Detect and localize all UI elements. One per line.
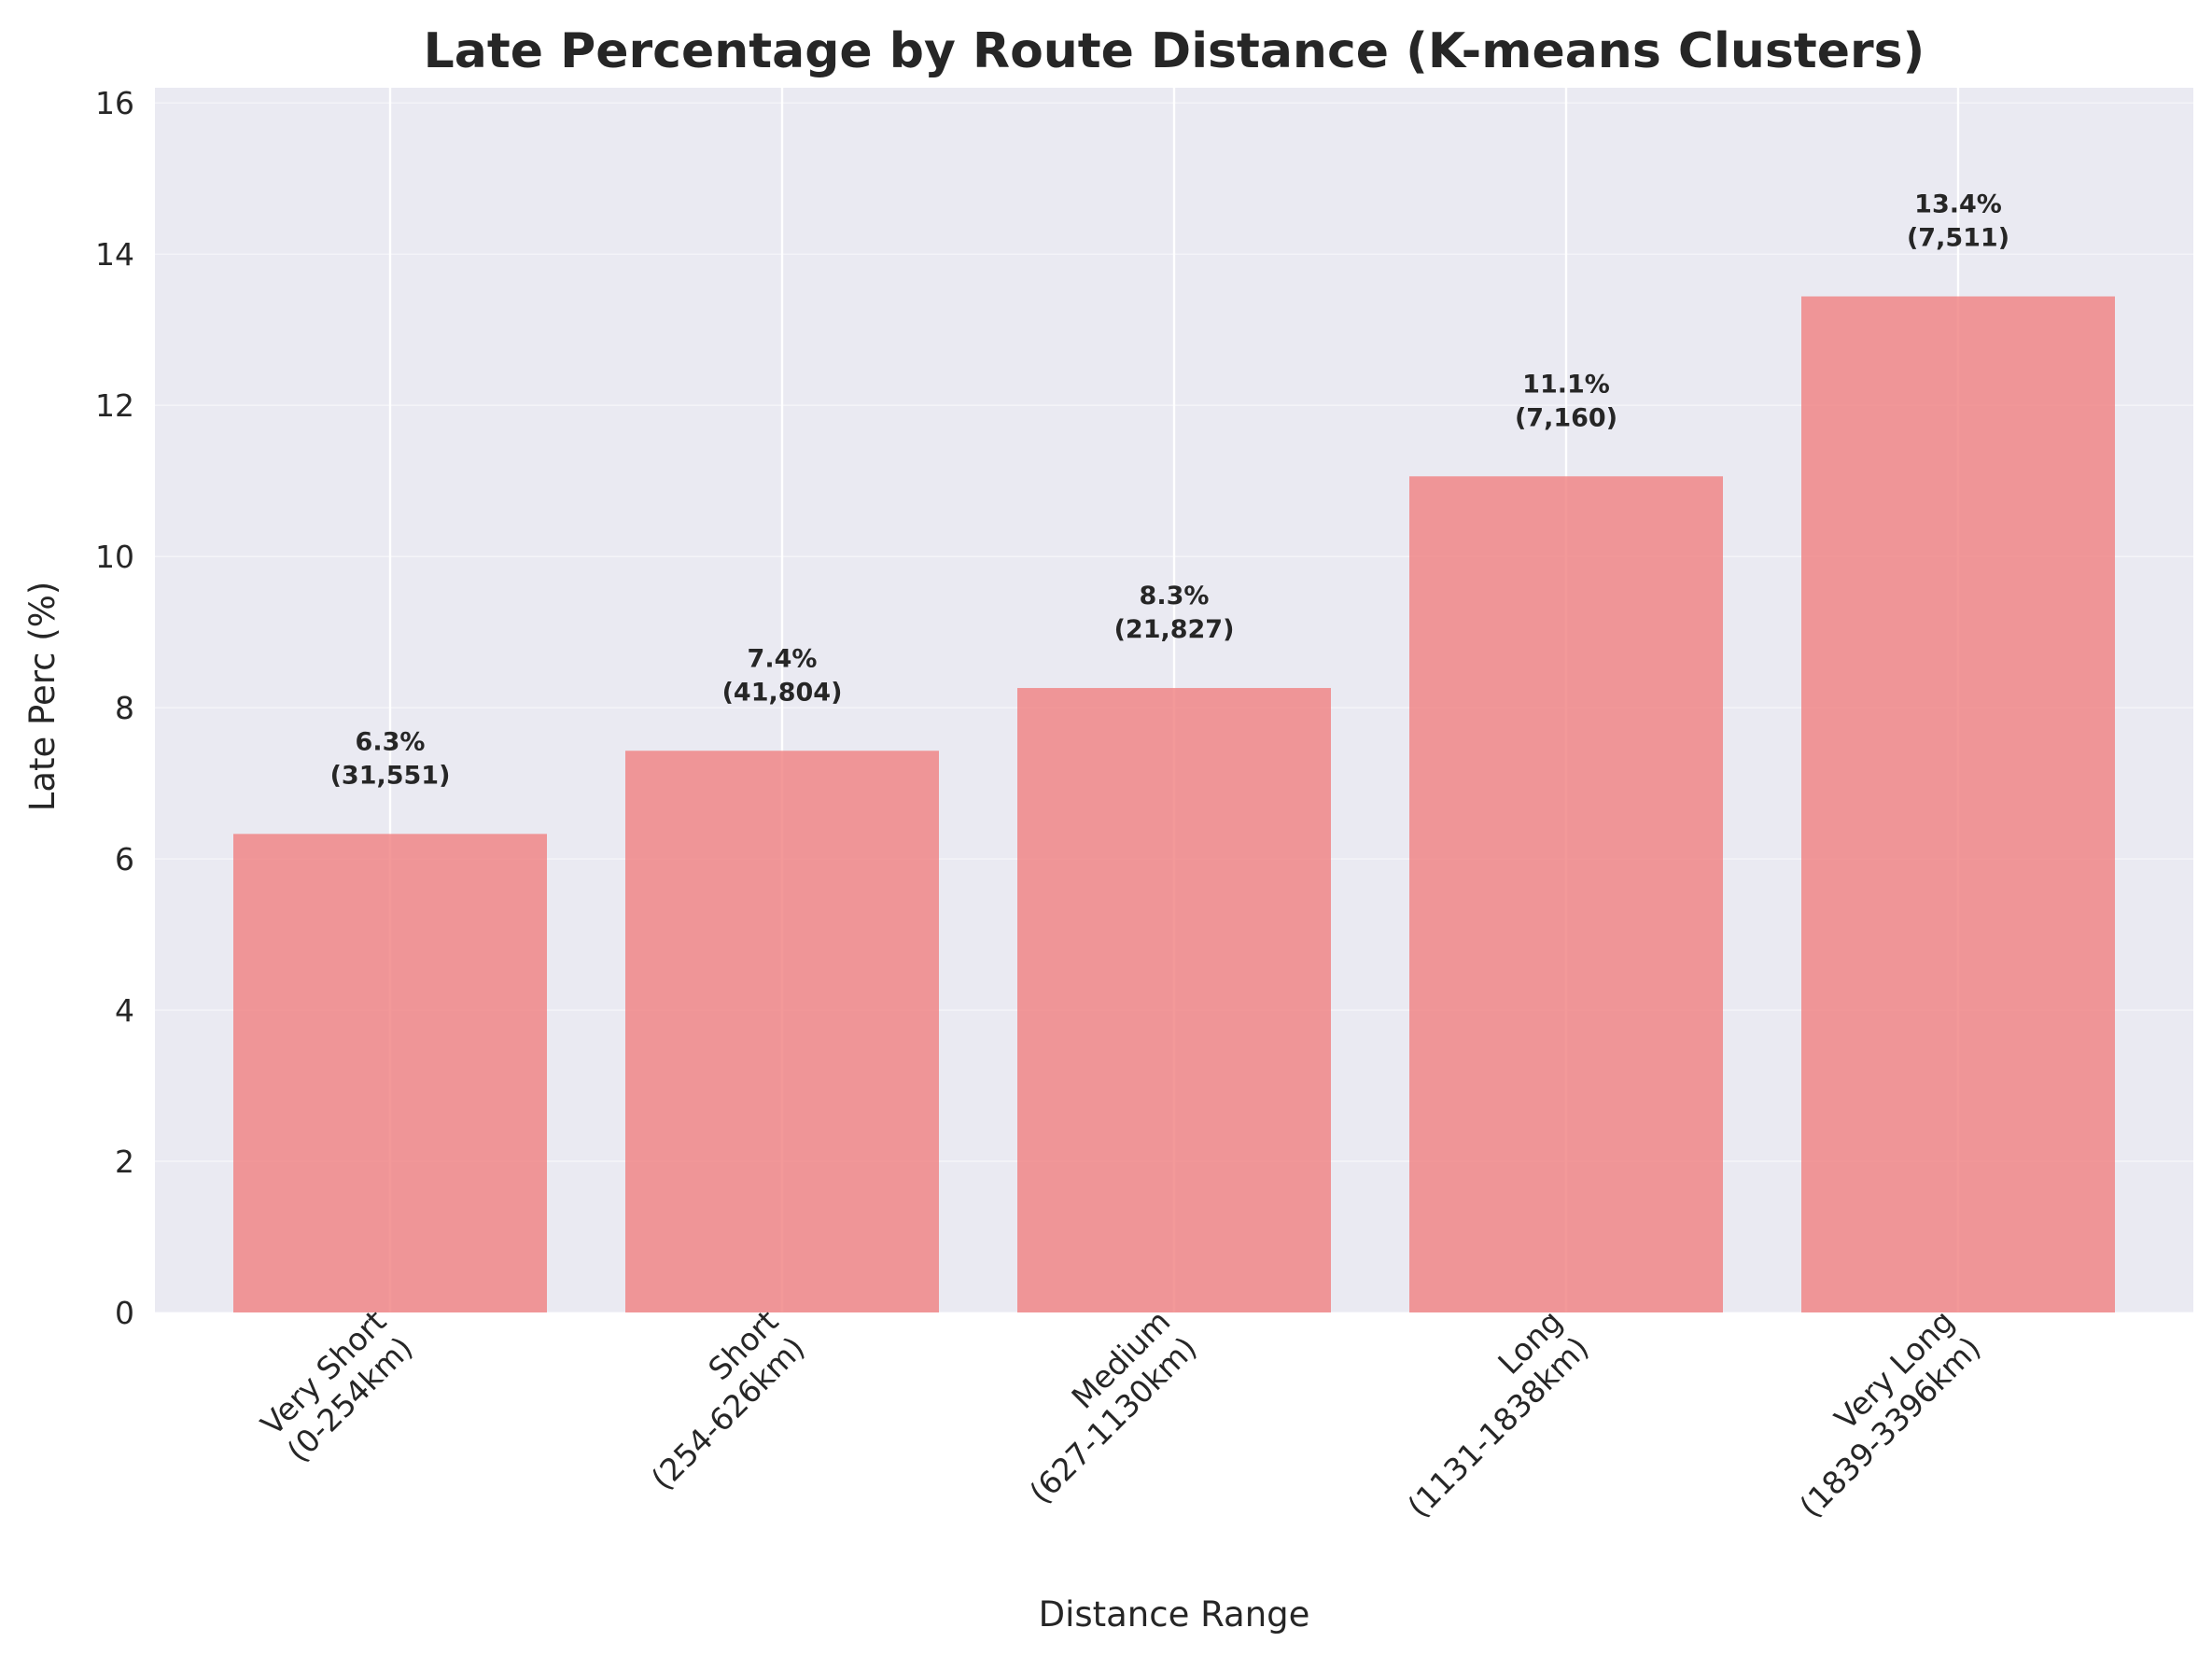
x-axis-ticks: Very Short(0-254km) Short(254-626km) Mediu… — [254, 1303, 1988, 1525]
y-tick-label: 10 — [95, 539, 134, 575]
bar — [1409, 476, 1723, 1312]
x-tick-label-group: Short(254-626km) — [644, 1303, 812, 1497]
bar-value-label: 6.3% — [356, 727, 426, 756]
y-tick-label: 12 — [95, 387, 134, 424]
bar-count-label: (21,827) — [1114, 615, 1235, 644]
bars — [233, 296, 2115, 1313]
bar-count-label: (41,804) — [722, 678, 843, 707]
chart-title: Late Percentage by Route Distance (K-mea… — [424, 23, 1925, 79]
x-tick-label-group: Very Short(0-254km) — [254, 1303, 420, 1469]
x-axis-title: Distance Range — [1039, 1594, 1310, 1635]
y-axis-title: Late Perc (%) — [22, 582, 63, 812]
bar-value-label: 8.3% — [1140, 582, 1210, 610]
bar-count-label: (7,160) — [1515, 403, 1617, 432]
bar — [625, 751, 939, 1312]
y-tick-label: 6 — [115, 841, 134, 877]
x-tick-label-group: Long(1131-1838km) — [1400, 1303, 1595, 1525]
bar-value-labels: 6.3% (31,551) 7.4% (41,804) 8.3% (21,827) 11.1… — [330, 190, 2009, 791]
y-tick-label: 2 — [115, 1144, 134, 1180]
y-axis-ticks: 0 2 4 6 8 10 12 14 16 — [95, 85, 134, 1331]
y-tick-label: 14 — [95, 236, 134, 273]
bar — [1801, 296, 2115, 1313]
bar — [1017, 688, 1331, 1312]
y-tick-label: 0 — [115, 1295, 134, 1331]
x-tick-label-group: Medium(627-1130km) — [1022, 1303, 1203, 1511]
y-tick-label: 4 — [115, 992, 134, 1029]
x-tick-label-group: Very Long(1839-3396km) — [1792, 1303, 1987, 1525]
bar-value-label: 13.4% — [1914, 190, 2002, 219]
y-tick-label: 16 — [95, 85, 134, 121]
bar-value-label: 7.4% — [748, 644, 818, 673]
bar — [233, 834, 547, 1312]
bar-count-label: (31,551) — [330, 761, 451, 790]
bar-value-label: 11.1% — [1522, 370, 1610, 399]
bar-count-label: (7,511) — [1907, 224, 2009, 253]
y-tick-label: 8 — [115, 690, 134, 726]
